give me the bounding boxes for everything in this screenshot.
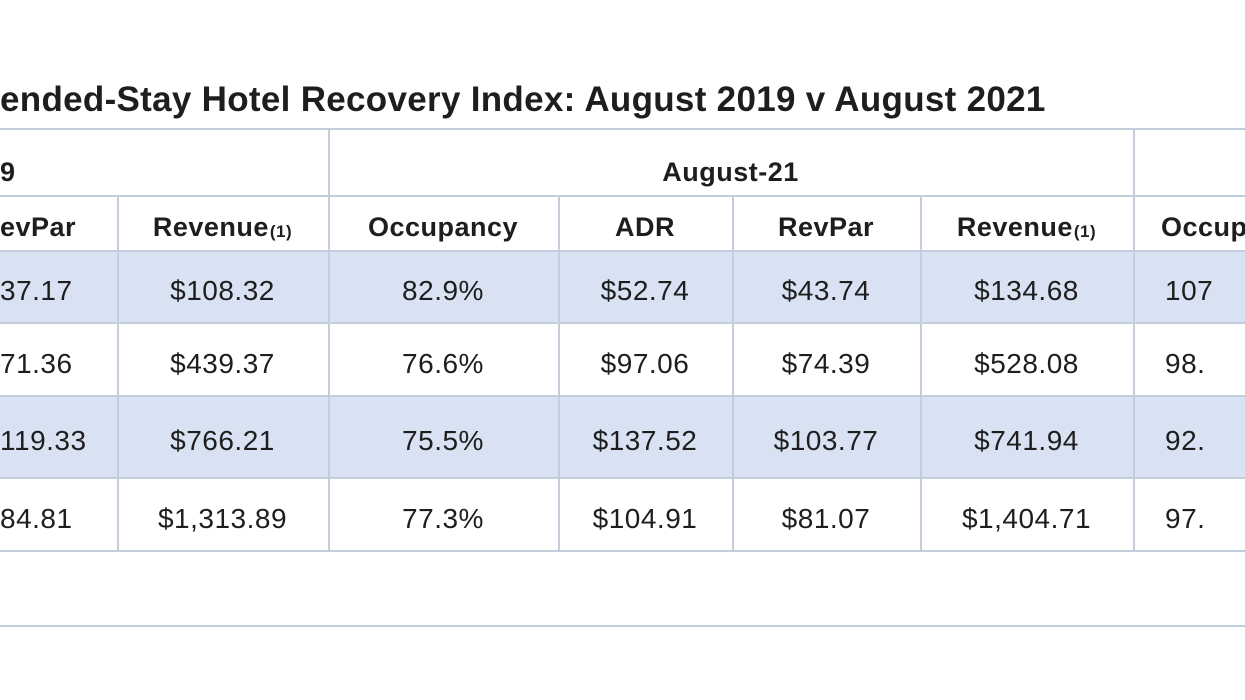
grid-line: [328, 128, 330, 550]
header-text: Revenue: [152, 212, 269, 242]
table-cell: 77.3%: [402, 502, 484, 534]
column-header: Occup: [1133, 205, 1245, 250]
grid-line: [117, 195, 119, 550]
grid-line: [0, 477, 1245, 479]
table-cell: $43.74: [781, 275, 871, 306]
column-header: Occupancy: [328, 205, 558, 250]
table-cell: 82.9%: [402, 275, 484, 306]
table-cell: 92.: [1165, 425, 1206, 456]
table-cell: 98.: [1165, 347, 1206, 379]
table-cell: $1,404.71: [961, 502, 1092, 534]
table-cell: 75.5%: [402, 425, 484, 456]
table-cell: 71.36: [0, 347, 73, 379]
table-cell: $134.68: [974, 275, 1079, 306]
header-note: (1): [269, 221, 293, 241]
grid-line: [0, 395, 1245, 397]
grid-line: [732, 195, 734, 550]
group-header: 9: [0, 157, 16, 187]
grid-line: [0, 625, 1245, 627]
grid-line: [0, 250, 1245, 252]
table-cell: $97.06: [600, 347, 690, 379]
column-header: evPar: [0, 205, 117, 250]
table-cell: 107: [1165, 275, 1214, 306]
table-cell: $528.08: [974, 347, 1079, 379]
table-cell: 37.17: [0, 275, 73, 306]
column-header: RevPar: [732, 205, 920, 250]
header-text: evPar: [0, 212, 77, 242]
grid-line: [0, 195, 1245, 197]
group-header: [1133, 150, 1245, 195]
table-cell: 119.33: [0, 425, 87, 456]
header-note: (1): [1073, 221, 1097, 241]
table-cell: $81.07: [781, 502, 871, 534]
table-cell: $137.52: [592, 425, 698, 456]
table-cell: $74.39: [781, 347, 871, 379]
row-shade: [0, 395, 1245, 477]
table-cell: 76.6%: [402, 347, 484, 379]
table-cell: 97.: [1165, 502, 1206, 534]
table-cell: $1,313.89: [157, 502, 288, 534]
column-header: ADR: [558, 205, 732, 250]
table-title: ended-Stay Hotel Recovery Index: August …: [0, 80, 1046, 119]
table-cell: $108.32: [170, 275, 275, 306]
table-cell: $104.91: [592, 502, 698, 534]
header-text: RevPar: [777, 212, 875, 242]
group-header: August-21: [662, 157, 799, 187]
table-cell: $52.74: [600, 275, 690, 306]
grid-line: [0, 550, 1245, 552]
grid-line: [1133, 128, 1135, 550]
grid-line: [920, 195, 922, 550]
header-text: Revenue: [956, 212, 1073, 242]
table-cell: $741.94: [974, 425, 1079, 456]
column-header: Revenue (1): [920, 205, 1133, 250]
table-cell: 84.81: [0, 502, 73, 534]
table-cell: $439.37: [170, 347, 275, 379]
header-text: ADR: [615, 212, 675, 242]
header-text: Occup: [1161, 212, 1245, 242]
grid-line: [0, 322, 1245, 324]
table-cell: $103.77: [773, 425, 879, 456]
grid-line: [558, 195, 560, 550]
row-shade: [0, 250, 1245, 322]
grid-line: [0, 128, 1245, 130]
header-text: Occupancy: [367, 212, 519, 242]
column-header: Revenue (1): [117, 205, 328, 250]
table-cell: $766.21: [170, 425, 275, 456]
